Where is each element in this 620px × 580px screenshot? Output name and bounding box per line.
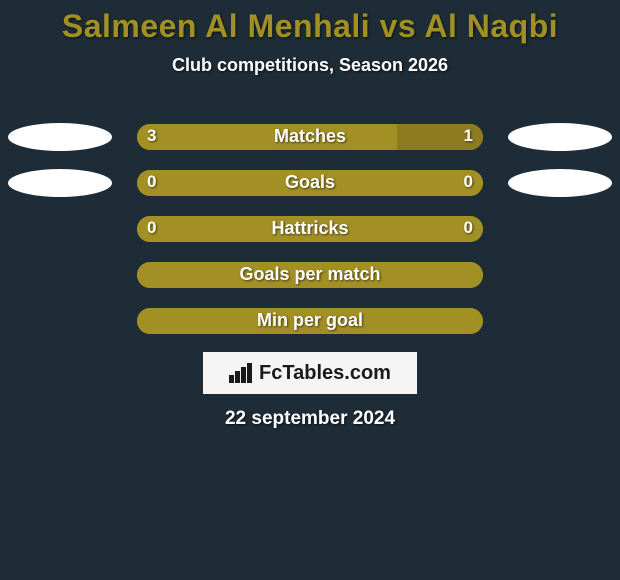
stat-category-label: Matches [137, 126, 483, 147]
stat-bar: Min per goal [137, 308, 483, 334]
date-text: 22 september 2024 [0, 408, 620, 430]
stat-value-left: 0 [147, 172, 156, 192]
stat-bar: Matches3 1 [137, 124, 483, 150]
stat-row: Matches3 1 [0, 114, 620, 160]
stat-value-right: 0 [464, 218, 473, 238]
stat-category-label: Hattricks [137, 218, 483, 239]
stat-value-right: 0 [464, 172, 473, 192]
stat-value-left: 0 [147, 218, 156, 238]
comparison-infographic: Salmeen Al Menhali vs Al Naqbi Club comp… [0, 0, 620, 580]
logo-box: FcTables.com [203, 352, 417, 394]
player-right-marker [508, 123, 612, 151]
stat-category-label: Min per goal [137, 310, 483, 331]
stat-value-right: 1 [464, 126, 473, 146]
page-title: Salmeen Al Menhali vs Al Naqbi [0, 0, 620, 45]
page-subtitle: Club competitions, Season 2026 [0, 55, 620, 76]
stat-rows: Matches31Goals00Hattricks00Goals per mat… [0, 114, 620, 344]
player-right-marker [508, 169, 612, 197]
stat-bar: Goals per match [137, 262, 483, 288]
stat-row: Goals per match [0, 252, 620, 298]
stat-row: Min per goal [0, 298, 620, 344]
stat-row: Goals0 0 [0, 160, 620, 206]
stat-category-label: Goals per match [137, 264, 483, 285]
stat-bar: Hattricks0 0 [137, 216, 483, 242]
stat-value-left: 3 [147, 126, 156, 146]
stat-category-label: Goals [137, 172, 483, 193]
player-left-marker [8, 169, 112, 197]
bar-chart-icon [229, 363, 253, 383]
stat-bar: Goals0 0 [137, 170, 483, 196]
player-left-marker [8, 123, 112, 151]
logo-text: FcTables.com [259, 362, 391, 385]
stat-row: Hattricks0 0 [0, 206, 620, 252]
